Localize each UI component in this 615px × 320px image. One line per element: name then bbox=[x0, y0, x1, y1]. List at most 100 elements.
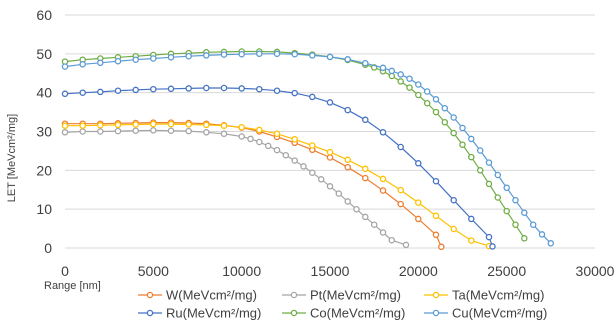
data-point bbox=[167, 120, 175, 128]
data-point bbox=[423, 99, 431, 107]
data-point bbox=[344, 198, 351, 205]
data-point bbox=[167, 85, 175, 93]
data-point bbox=[362, 174, 369, 182]
data-point bbox=[114, 57, 122, 65]
data-point bbox=[97, 88, 104, 96]
data-point bbox=[415, 160, 422, 167]
data-point bbox=[362, 59, 369, 67]
data-point bbox=[79, 61, 86, 68]
series-6 bbox=[61, 50, 555, 247]
series-group bbox=[61, 48, 555, 251]
data-point bbox=[415, 199, 422, 206]
data-point bbox=[344, 163, 351, 171]
data-point bbox=[362, 165, 369, 173]
data-point bbox=[291, 89, 298, 97]
legend: W(MeVcm²/mg) Pt(MeVcm²/mg) Ta(MeVcm²/mg) Ru… bbox=[138, 288, 547, 320]
data-point bbox=[317, 176, 325, 183]
data-point bbox=[529, 221, 537, 228]
data-point bbox=[415, 215, 422, 223]
data-point bbox=[114, 87, 122, 94]
x-tick-label: 0 bbox=[61, 263, 69, 279]
data-point bbox=[406, 84, 413, 91]
data-point bbox=[185, 121, 192, 128]
data-point bbox=[397, 78, 404, 85]
data-point bbox=[203, 129, 210, 136]
data-point bbox=[291, 157, 298, 164]
data-point bbox=[379, 229, 387, 236]
data-point bbox=[441, 118, 449, 126]
x-tick-label: 25000 bbox=[487, 263, 526, 279]
data-point bbox=[61, 122, 69, 129]
data-point bbox=[521, 235, 528, 242]
data-point bbox=[326, 99, 334, 106]
legend-swatch-marker bbox=[146, 291, 154, 299]
legend-label: Pt(MeVcm²/mg) bbox=[310, 288, 401, 303]
data-point bbox=[468, 215, 475, 223]
legend-label: W(MeVcm²/mg) bbox=[166, 288, 257, 303]
data-point bbox=[450, 114, 457, 121]
data-point bbox=[432, 231, 440, 239]
data-point bbox=[388, 72, 396, 80]
data-point bbox=[344, 156, 351, 164]
legend-swatch-marker bbox=[432, 291, 440, 299]
legend-swatch-marker bbox=[290, 309, 298, 317]
data-point bbox=[432, 108, 440, 116]
data-point bbox=[238, 50, 245, 58]
legend-label: Ru(MeVcm²/mg) bbox=[166, 306, 261, 320]
data-point bbox=[415, 81, 422, 88]
data-point bbox=[388, 67, 396, 75]
data-point bbox=[167, 54, 175, 61]
data-point bbox=[256, 138, 263, 146]
legend-item: W(MeVcm²/mg) bbox=[138, 288, 257, 303]
data-point bbox=[423, 88, 431, 95]
data-point bbox=[432, 212, 440, 220]
data-point bbox=[468, 135, 475, 143]
data-point bbox=[220, 122, 228, 129]
data-point bbox=[388, 236, 396, 244]
data-point bbox=[167, 127, 175, 134]
legend-swatch-marker bbox=[432, 309, 440, 317]
data-point bbox=[494, 171, 502, 179]
data-point bbox=[264, 142, 272, 150]
data-point bbox=[379, 187, 387, 194]
data-point bbox=[150, 55, 157, 62]
data-point bbox=[521, 209, 528, 216]
legend-label: Cu(MeVcm²/mg) bbox=[452, 306, 547, 320]
x-tick-label: 30000 bbox=[576, 263, 615, 279]
data-point bbox=[397, 200, 404, 208]
data-point bbox=[379, 64, 387, 72]
data-point bbox=[485, 180, 493, 188]
legend-item: Cu(MeVcm²/mg) bbox=[424, 306, 547, 320]
data-point bbox=[238, 133, 245, 140]
data-point bbox=[547, 240, 555, 247]
data-point bbox=[459, 141, 466, 148]
data-point bbox=[309, 142, 316, 149]
legend-item: Ru(MeVcm²/mg) bbox=[138, 306, 261, 320]
data-point bbox=[432, 177, 440, 185]
data-point bbox=[273, 130, 281, 138]
data-point bbox=[326, 53, 334, 61]
data-point bbox=[432, 96, 440, 103]
data-point bbox=[150, 85, 157, 93]
data-point bbox=[132, 56, 139, 63]
y-tick-label: 40 bbox=[36, 85, 52, 101]
data-point bbox=[485, 159, 493, 166]
data-point bbox=[450, 196, 457, 204]
data-point bbox=[273, 87, 281, 94]
data-point bbox=[97, 128, 104, 135]
data-point bbox=[353, 205, 360, 213]
data-point bbox=[97, 59, 104, 67]
data-point bbox=[238, 123, 245, 131]
data-point bbox=[326, 183, 334, 190]
y-tick-label: 20 bbox=[36, 162, 52, 178]
series-line bbox=[65, 123, 490, 247]
data-point bbox=[309, 93, 316, 101]
data-point bbox=[61, 63, 69, 70]
data-point bbox=[256, 50, 263, 58]
data-point bbox=[114, 121, 122, 129]
data-point bbox=[326, 154, 334, 161]
data-point bbox=[397, 186, 404, 194]
data-point bbox=[97, 122, 104, 129]
data-point bbox=[370, 221, 378, 228]
